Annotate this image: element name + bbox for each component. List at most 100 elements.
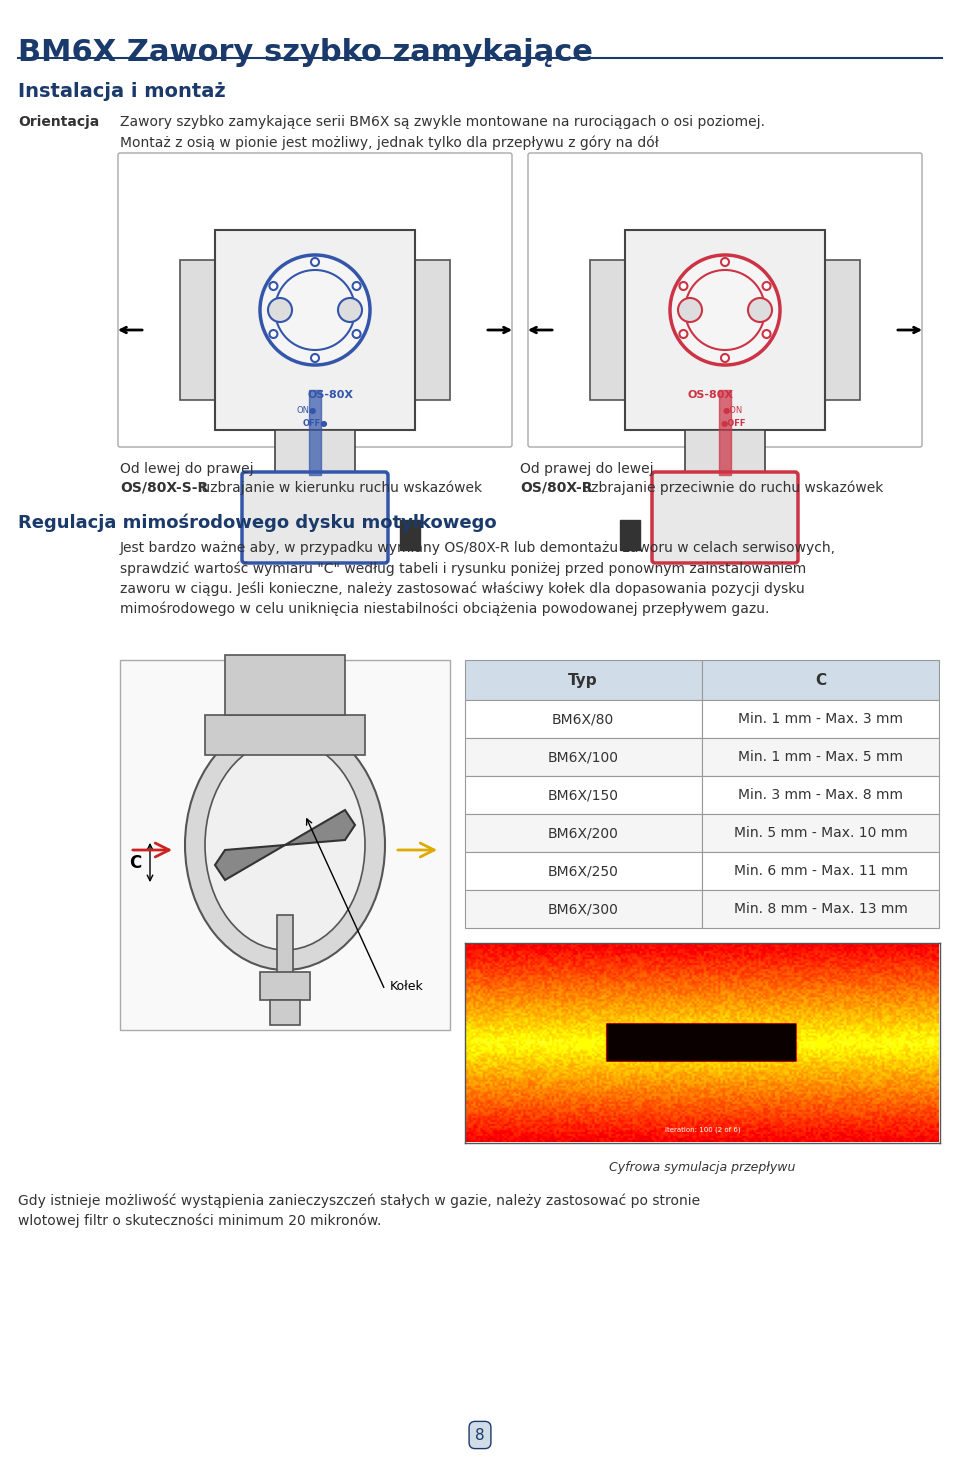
FancyBboxPatch shape [242, 472, 388, 563]
Bar [702, 700, 939, 738]
Text: OS-80X: OS-80X [687, 390, 733, 400]
Circle shape [338, 298, 362, 322]
FancyBboxPatch shape [652, 472, 798, 563]
Text: Regulacja mimośrodowego dysku motylkowego: Regulacja mimośrodowego dysku motylkowe… [18, 513, 496, 532]
Circle shape [678, 298, 702, 322]
Text: BM6X/150: BM6X/150 [547, 788, 618, 803]
Text: OS/80X-R: OS/80X-R [520, 481, 592, 494]
Text: Min. 1 mm - Max. 5 mm: Min. 1 mm - Max. 5 mm [738, 750, 903, 764]
Text: Iteration: 100 (2 of 6): Iteration: 100 (2 of 6) [664, 1126, 740, 1133]
Circle shape [680, 329, 687, 338]
Text: ●ON: ●ON [723, 406, 743, 415]
Bar [400, 520, 420, 550]
Text: ON●: ON● [297, 406, 317, 415]
Bar [465, 700, 702, 738]
Bar [590, 260, 625, 400]
Text: Typ: Typ [568, 672, 598, 688]
Bar [120, 660, 450, 1030]
Bar [719, 390, 731, 475]
Text: Montaż z osią w pionie jest możliwy, jednak tylko dla przepływu z góry na dół: Montaż z osią w pionie jest możliwy, jed… [120, 135, 659, 150]
Text: OS-80X: OS-80X [307, 390, 353, 400]
Text: Orientacja: Orientacja [18, 115, 99, 129]
Bar [702, 814, 939, 853]
Circle shape [352, 329, 361, 338]
Bar [465, 853, 702, 889]
Bar [260, 972, 310, 1000]
Bar [625, 229, 825, 431]
Circle shape [762, 282, 771, 290]
Bar [180, 260, 215, 400]
Text: Od lewej do prawej: Od lewej do prawej [120, 462, 253, 476]
Text: zaworu w ciągu. Jeśli konieczne, należy zastosować właściwy kołek dla dopasowani: zaworu w ciągu. Jeśli konieczne, należy … [120, 581, 804, 595]
Text: Kołek: Kołek [390, 980, 423, 994]
Text: Min. 6 mm - Max. 11 mm: Min. 6 mm - Max. 11 mm [734, 864, 908, 878]
Text: Min. 8 mm - Max. 13 mm: Min. 8 mm - Max. 13 mm [734, 903, 908, 916]
Bar [205, 714, 365, 756]
Bar [465, 738, 702, 776]
Circle shape [721, 259, 729, 266]
Text: BM6X Zawory szybko zamykające: BM6X Zawory szybko zamykające [18, 38, 593, 68]
Bar [702, 889, 939, 928]
Circle shape [680, 282, 687, 290]
Circle shape [748, 298, 772, 322]
Text: Min. 3 mm - Max. 8 mm: Min. 3 mm - Max. 8 mm [738, 788, 903, 803]
Bar [620, 520, 640, 550]
Circle shape [311, 354, 319, 362]
Bar [225, 656, 345, 714]
Bar [702, 660, 939, 700]
Text: C: C [815, 672, 827, 688]
Bar [270, 1000, 300, 1025]
Bar [465, 660, 702, 700]
Circle shape [721, 354, 729, 362]
Text: BM6X/300: BM6X/300 [547, 903, 618, 916]
Circle shape [352, 282, 361, 290]
Text: 8: 8 [475, 1427, 485, 1442]
Text: BM6X/250: BM6X/250 [547, 864, 618, 878]
Text: ●OFF: ●OFF [720, 419, 746, 428]
Text: Jest bardzo ważne aby, w przypadku wymiany OS/80X-R lub demontażu zaworu w celac: Jest bardzo ważne aby, w przypadku wymia… [120, 541, 836, 556]
Bar [465, 814, 702, 853]
Bar [415, 260, 450, 400]
Ellipse shape [185, 720, 385, 970]
Circle shape [311, 259, 319, 266]
Text: Min. 1 mm - Max. 3 mm: Min. 1 mm - Max. 3 mm [738, 711, 903, 726]
Circle shape [270, 329, 277, 338]
Text: Instalacja i montaż: Instalacja i montaż [18, 82, 226, 101]
Text: wlotowej filtr o skuteczności minimum 20 mikronów.: wlotowej filtr o skuteczności minimum 20… [18, 1213, 381, 1227]
FancyBboxPatch shape [528, 153, 922, 447]
Bar [702, 738, 939, 776]
Text: sprawdzić wartość wymiaru "C" według tabeli i rysunku poniżej przed ponownym zai: sprawdzić wartość wymiaru "C" według tab… [120, 562, 806, 575]
Bar [702, 853, 939, 889]
Text: OFF●: OFF● [302, 419, 327, 428]
Bar [277, 914, 293, 975]
Bar [702, 776, 939, 814]
Text: BM6X/100: BM6X/100 [547, 750, 618, 764]
Bar [685, 431, 765, 475]
Circle shape [685, 270, 765, 350]
Text: BM6X/80: BM6X/80 [552, 711, 614, 726]
Circle shape [260, 254, 370, 365]
Circle shape [268, 298, 292, 322]
Text: uzbrajanie przeciwnie do ruchu wskazówek: uzbrajanie przeciwnie do ruchu wskazówek [578, 481, 883, 494]
Bar [309, 390, 321, 475]
Text: BM6X/200: BM6X/200 [547, 826, 618, 839]
Text: Od prawej do lewej: Od prawej do lewej [520, 462, 654, 476]
Text: Cyfrowa symulacja przepływu: Cyfrowa symulacja przepływu [609, 1161, 795, 1175]
Circle shape [270, 282, 277, 290]
Text: uzbrajanie w kierunku ruchu wskazówek: uzbrajanie w kierunku ruchu wskazówek [197, 481, 482, 494]
Circle shape [670, 254, 780, 365]
Bar [215, 229, 415, 431]
Text: Min. 5 mm - Max. 10 mm: Min. 5 mm - Max. 10 mm [734, 826, 908, 839]
Text: mimośrodowego w celu uniknięcia niestabilności obciążenia powodowanej przepływe: mimośrodowego w celu uniknięcia niestab… [120, 601, 769, 616]
Text: Gdy istnieje możliwość wystąpienia zanieczyszczeń stałych w gazie, należy zastos: Gdy istnieje możliwość wystąpienia zanie… [18, 1194, 700, 1207]
Polygon shape [215, 810, 355, 881]
Bar [275, 431, 355, 475]
Ellipse shape [205, 739, 365, 950]
Text: Zawory szybko zamykające serii BM6X są zwykle montowane na rurociągach o osi poz: Zawory szybko zamykające serii BM6X są z… [120, 115, 765, 129]
Text: OS/80X-S-R: OS/80X-S-R [120, 481, 208, 494]
FancyBboxPatch shape [118, 153, 512, 447]
Text: C: C [129, 854, 141, 872]
Circle shape [275, 270, 355, 350]
Bar [465, 776, 702, 814]
Circle shape [762, 329, 771, 338]
